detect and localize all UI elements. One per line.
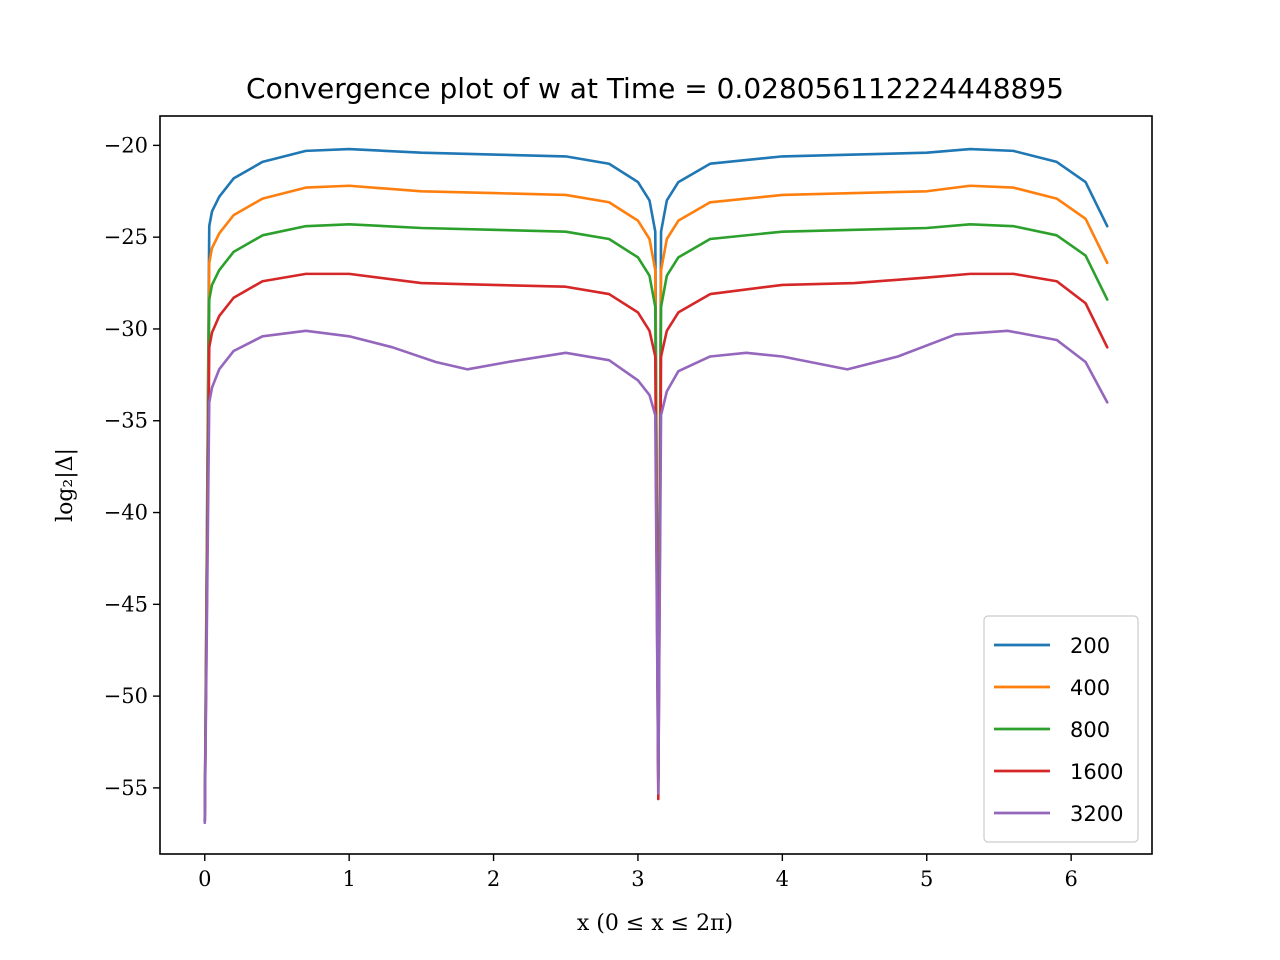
x-axis: 0 1 2 3 4 5 6: [198, 854, 1078, 891]
legend-label-200: 200: [1070, 634, 1110, 658]
legend-label-400: 400: [1070, 676, 1110, 700]
y-tick-label: −40: [104, 501, 148, 525]
y-tick-label: −50: [104, 684, 148, 708]
x-tick-label: 4: [776, 867, 789, 891]
axes-frame: [159, 115, 1153, 855]
legend-label-800: 800: [1070, 718, 1110, 742]
x-tick-label: 6: [1064, 867, 1077, 891]
y-tick-label: −45: [104, 592, 148, 616]
y-tick-label: −55: [104, 776, 148, 800]
y-axis-label: log₂|Δ|: [53, 448, 78, 522]
series-line-400: [203, 184, 1109, 823]
series-line-1600: [203, 272, 1109, 823]
x-tick-label: 5: [920, 867, 933, 891]
y-axis: −20 −25 −30 −35 −40 −45 −50 −55: [104, 133, 160, 800]
y-tick-label: −35: [104, 409, 148, 433]
legend: 200 400 800 1600 3200: [983, 615, 1139, 843]
series-line-200: [203, 147, 1109, 823]
y-tick-label: −20: [104, 133, 148, 157]
series-line-800: [203, 223, 1109, 823]
legend-label-1600: 1600: [1070, 760, 1123, 784]
y-tick-label: −25: [104, 225, 148, 249]
series-line-3200: [203, 329, 1109, 825]
x-tick-label: 1: [342, 867, 355, 891]
legend-label-3200: 3200: [1070, 802, 1123, 826]
x-tick-label: 2: [487, 867, 500, 891]
x-axis-label: x (0 ≤ x ≤ 2π): [577, 911, 733, 936]
x-tick-label: 0: [198, 867, 211, 891]
plot-area: [203, 147, 1109, 825]
x-tick-label: 3: [631, 867, 644, 891]
chart-title: Convergence plot of w at Time = 0.028056…: [246, 72, 1064, 105]
y-tick-label: −30: [104, 317, 148, 341]
legend-box: [983, 615, 1139, 843]
